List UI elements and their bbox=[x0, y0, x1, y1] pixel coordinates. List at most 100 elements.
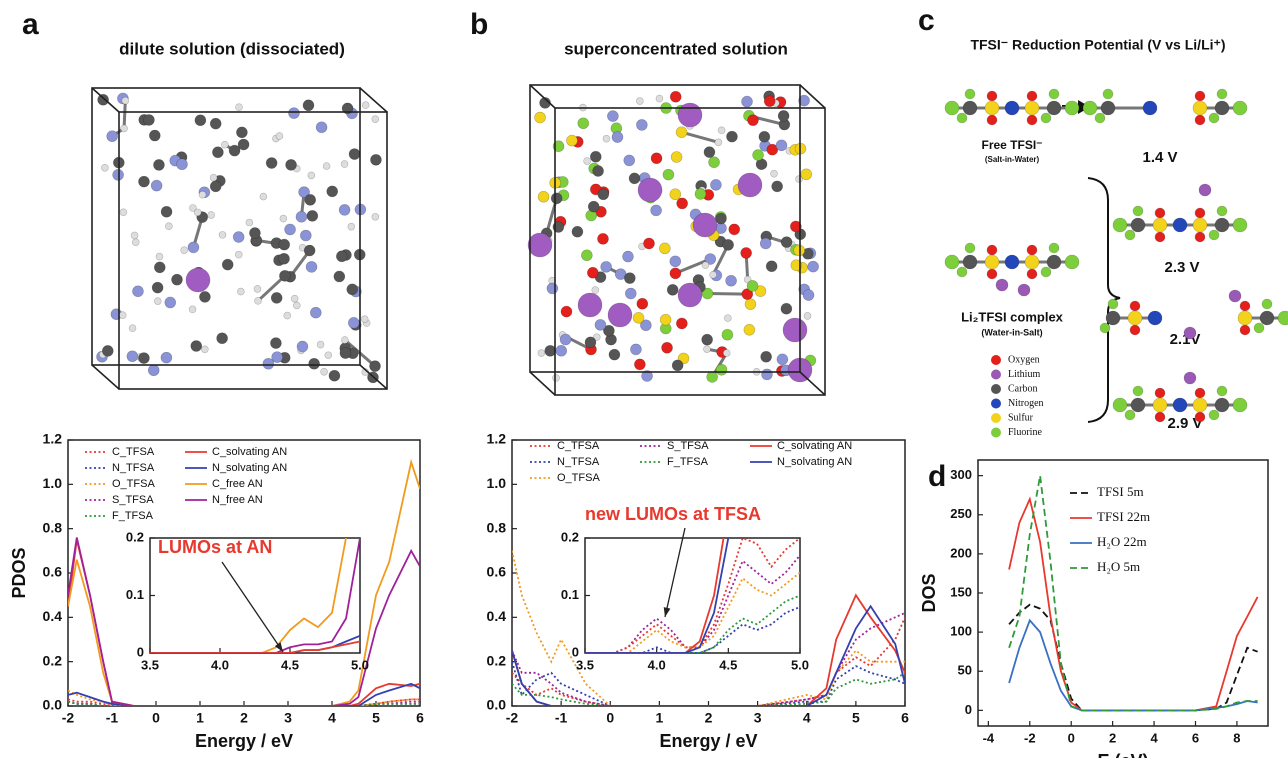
atom bbox=[594, 319, 607, 331]
atom bbox=[592, 333, 601, 341]
atom bbox=[1048, 88, 1060, 100]
legend-label: C_TFSA bbox=[112, 446, 155, 458]
atom bbox=[622, 250, 634, 263]
box-edge bbox=[91, 87, 120, 113]
atom bbox=[725, 274, 737, 287]
plot-frame bbox=[149, 537, 361, 654]
panel-label: d bbox=[928, 460, 946, 493]
legend-label: Carbon bbox=[1008, 383, 1037, 394]
atom bbox=[284, 223, 296, 236]
atom bbox=[198, 190, 207, 199]
y-tick-label: 1.2 bbox=[487, 431, 507, 447]
x-tick-label: 2 bbox=[705, 710, 713, 726]
x-tick-label: 3 bbox=[284, 710, 292, 726]
series-line bbox=[512, 604, 905, 706]
legend-swatch bbox=[991, 384, 1001, 394]
atom bbox=[333, 270, 346, 283]
atom bbox=[1172, 397, 1188, 413]
atom bbox=[1132, 385, 1144, 397]
atom bbox=[293, 301, 301, 310]
atom bbox=[677, 102, 703, 128]
atom bbox=[534, 111, 546, 124]
atom bbox=[964, 88, 976, 100]
series-line bbox=[585, 606, 800, 653]
atom bbox=[308, 357, 320, 370]
atom bbox=[322, 162, 331, 170]
atom bbox=[119, 208, 128, 217]
series-line bbox=[68, 682, 420, 706]
legend-label: Oxygen bbox=[1008, 354, 1040, 365]
atom bbox=[701, 287, 714, 300]
atom bbox=[758, 130, 771, 143]
x-tick-label: 0 bbox=[1068, 730, 1075, 745]
atom bbox=[571, 225, 584, 238]
atom bbox=[303, 244, 316, 257]
atom bbox=[956, 112, 968, 124]
atom bbox=[131, 238, 140, 246]
legend-label: Nitrogen bbox=[1008, 398, 1044, 409]
legend-label: Sulfur bbox=[1008, 412, 1034, 423]
legend-swatch bbox=[991, 427, 1001, 438]
atom bbox=[101, 163, 109, 172]
atom bbox=[290, 294, 299, 303]
atom bbox=[782, 317, 808, 343]
atom bbox=[1208, 112, 1220, 124]
atom bbox=[185, 267, 211, 293]
panel-label: c bbox=[918, 4, 935, 37]
atom bbox=[1026, 90, 1038, 102]
atom bbox=[126, 350, 139, 363]
atom bbox=[1004, 100, 1020, 116]
atom bbox=[1026, 244, 1038, 256]
atom bbox=[1192, 217, 1208, 233]
atom bbox=[228, 144, 241, 157]
atom bbox=[1172, 217, 1188, 233]
atom bbox=[744, 298, 757, 310]
y-tick-label: 0 bbox=[965, 702, 972, 717]
y-tick-label: 0.1 bbox=[126, 587, 144, 602]
atom bbox=[1127, 310, 1143, 326]
atom bbox=[737, 172, 763, 198]
atom bbox=[709, 270, 717, 279]
panel-title: dilute solution (dissociated) bbox=[119, 39, 345, 58]
legend-swatch bbox=[991, 398, 1001, 409]
atom bbox=[153, 159, 165, 171]
diagram-sublabel: (Salt-in-Water) bbox=[985, 155, 1040, 164]
atom bbox=[587, 200, 600, 213]
x-tick-label: 0 bbox=[606, 710, 614, 726]
atom bbox=[623, 154, 636, 167]
legend-label: C_TFSA bbox=[557, 440, 600, 452]
legend-label: N_free AN bbox=[212, 494, 263, 506]
atom bbox=[607, 110, 619, 122]
atom bbox=[798, 94, 810, 107]
atom bbox=[1194, 207, 1206, 219]
atom bbox=[341, 102, 354, 115]
y-tick-label: 1.0 bbox=[487, 475, 507, 491]
potential-label: 1.4 V bbox=[1142, 149, 1177, 166]
atom bbox=[763, 95, 776, 107]
atom bbox=[1105, 310, 1121, 326]
atom bbox=[1082, 100, 1098, 116]
atom bbox=[1194, 231, 1206, 243]
atom bbox=[176, 158, 188, 171]
atom bbox=[701, 333, 713, 346]
atom bbox=[537, 349, 546, 357]
atom bbox=[611, 131, 624, 143]
atom bbox=[153, 297, 162, 305]
atom bbox=[187, 241, 200, 254]
x-tick-label: 4.5 bbox=[281, 657, 299, 672]
legend-label: C_solvating AN bbox=[212, 446, 287, 458]
x-tick-label: 5 bbox=[372, 710, 380, 726]
x-tick-label: -2 bbox=[506, 710, 519, 726]
atom bbox=[591, 286, 600, 294]
atom bbox=[1130, 217, 1146, 233]
atom bbox=[307, 171, 316, 180]
atom bbox=[587, 266, 599, 279]
y-tick-label: 0.2 bbox=[487, 652, 507, 668]
atom bbox=[360, 315, 369, 323]
atom bbox=[283, 311, 292, 320]
series-line bbox=[512, 661, 905, 706]
atom bbox=[581, 249, 593, 262]
legend-label: N_TFSA bbox=[112, 462, 155, 474]
atom bbox=[1129, 300, 1141, 312]
atom bbox=[1216, 205, 1228, 217]
